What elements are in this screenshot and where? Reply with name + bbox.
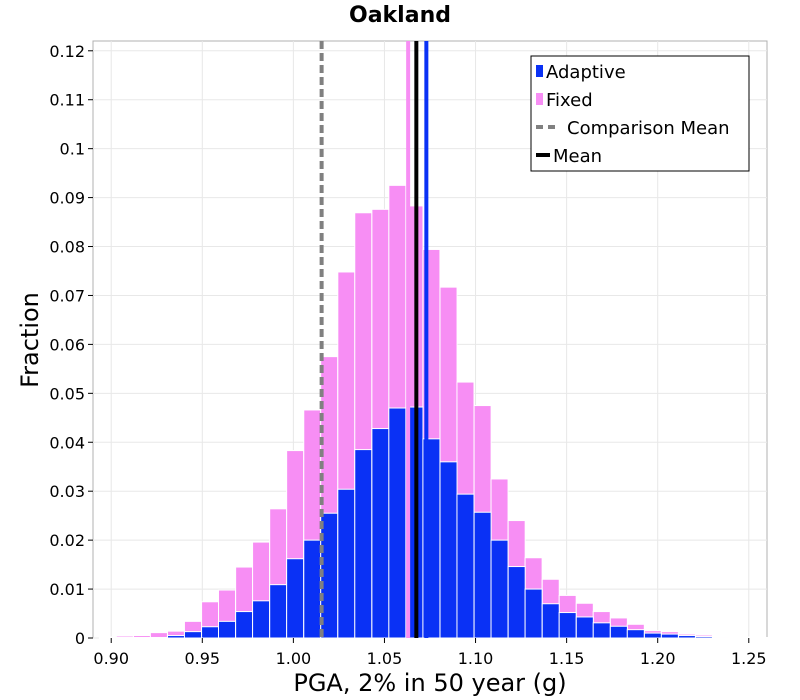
adaptive-bar [660,633,679,639]
legend-label-comparison-mean: Comparison Mean [567,118,730,139]
legend-box [530,55,750,172]
x-tick-label: 1.10 [458,649,494,668]
y-tick-label: 0 [75,629,85,648]
x-tick-label: 0.90 [93,649,129,668]
adaptive-bar [626,629,645,639]
adaptive-bar [388,407,407,639]
adaptive-bar [183,631,202,639]
x-tick-label: 0.95 [184,649,220,668]
legend-label-fixed: Fixed [546,90,593,111]
adaptive-bar [490,539,509,639]
chart-title: Oakland [349,3,451,28]
legend-label-mean: Mean [553,146,602,167]
y-tick-label: 0.06 [49,335,85,354]
y-tick-label: 0.12 [49,42,85,61]
adaptive-bars [115,406,748,639]
mean-lines [319,41,429,638]
adaptive-bar [167,635,186,639]
y-tick-label: 0.04 [49,433,85,452]
y-axis-ticks: 0 0.01 0.02 0.03 0.04 0.05 0.06 0.07 0.08 0.09 0.1… [49,42,93,648]
adaptive-bar [575,616,594,639]
adaptive-bar [524,588,543,639]
adaptive-bar [439,461,458,639]
y-tick-label: 0.02 [49,531,85,550]
fixed-bar [98,636,117,639]
adaptive-bar [592,622,611,639]
y-axis-label: Fraction [16,292,44,388]
y-tick-label: 0.07 [49,286,85,305]
x-axis-ticks: 0.90 0.95 1.00 1.05 1.10 1.15 1.20 1.25 [93,638,767,668]
adaptive-bar [303,539,322,639]
y-tick-label: 0.03 [49,482,85,501]
adaptive-bar [694,636,713,639]
y-tick-label: 0.11 [49,91,85,110]
x-tick-label: 1.25 [731,649,767,668]
x-tick-label: 1.20 [640,649,676,668]
adaptive-bar [507,566,526,639]
legend-label-adaptive: Adaptive [546,62,626,83]
adaptive-bar [201,626,220,639]
adaptive-bar [643,632,662,639]
x-tick-label: 1.05 [367,649,403,668]
adaptive-bar [371,428,390,639]
y-tick-label: 0.1 [60,140,85,159]
fixed-bar [746,636,765,639]
adaptive-bar [541,603,560,639]
adaptive-bar [558,612,577,639]
y-tick-label: 0.01 [49,580,85,599]
adaptive-bar [354,449,373,639]
adaptive-bar [286,558,305,639]
adaptive-bar [456,493,475,639]
adaptive-bar [235,611,254,639]
legend-swatch-adaptive [536,65,543,77]
legend: Adaptive Fixed Comparison Mean Mean [530,55,750,172]
x-axis-label: PGA, 2% in 50 year (g) [293,669,566,697]
adaptive-bar [677,635,697,639]
legend-swatch-fixed [536,93,543,105]
x-tick-label: 1.15 [549,649,585,668]
y-tick-label: 0.08 [49,238,85,257]
x-tick-label: 1.00 [276,649,312,668]
adaptive-bar [473,511,492,639]
y-tick-label: 0.09 [49,189,85,208]
adaptive-bar [609,625,628,639]
adaptive-bar [218,620,237,639]
adaptive-bar [337,488,356,639]
adaptive-bar [252,600,271,639]
adaptive-bar [269,584,288,639]
y-tick-label: 0.05 [49,384,85,403]
